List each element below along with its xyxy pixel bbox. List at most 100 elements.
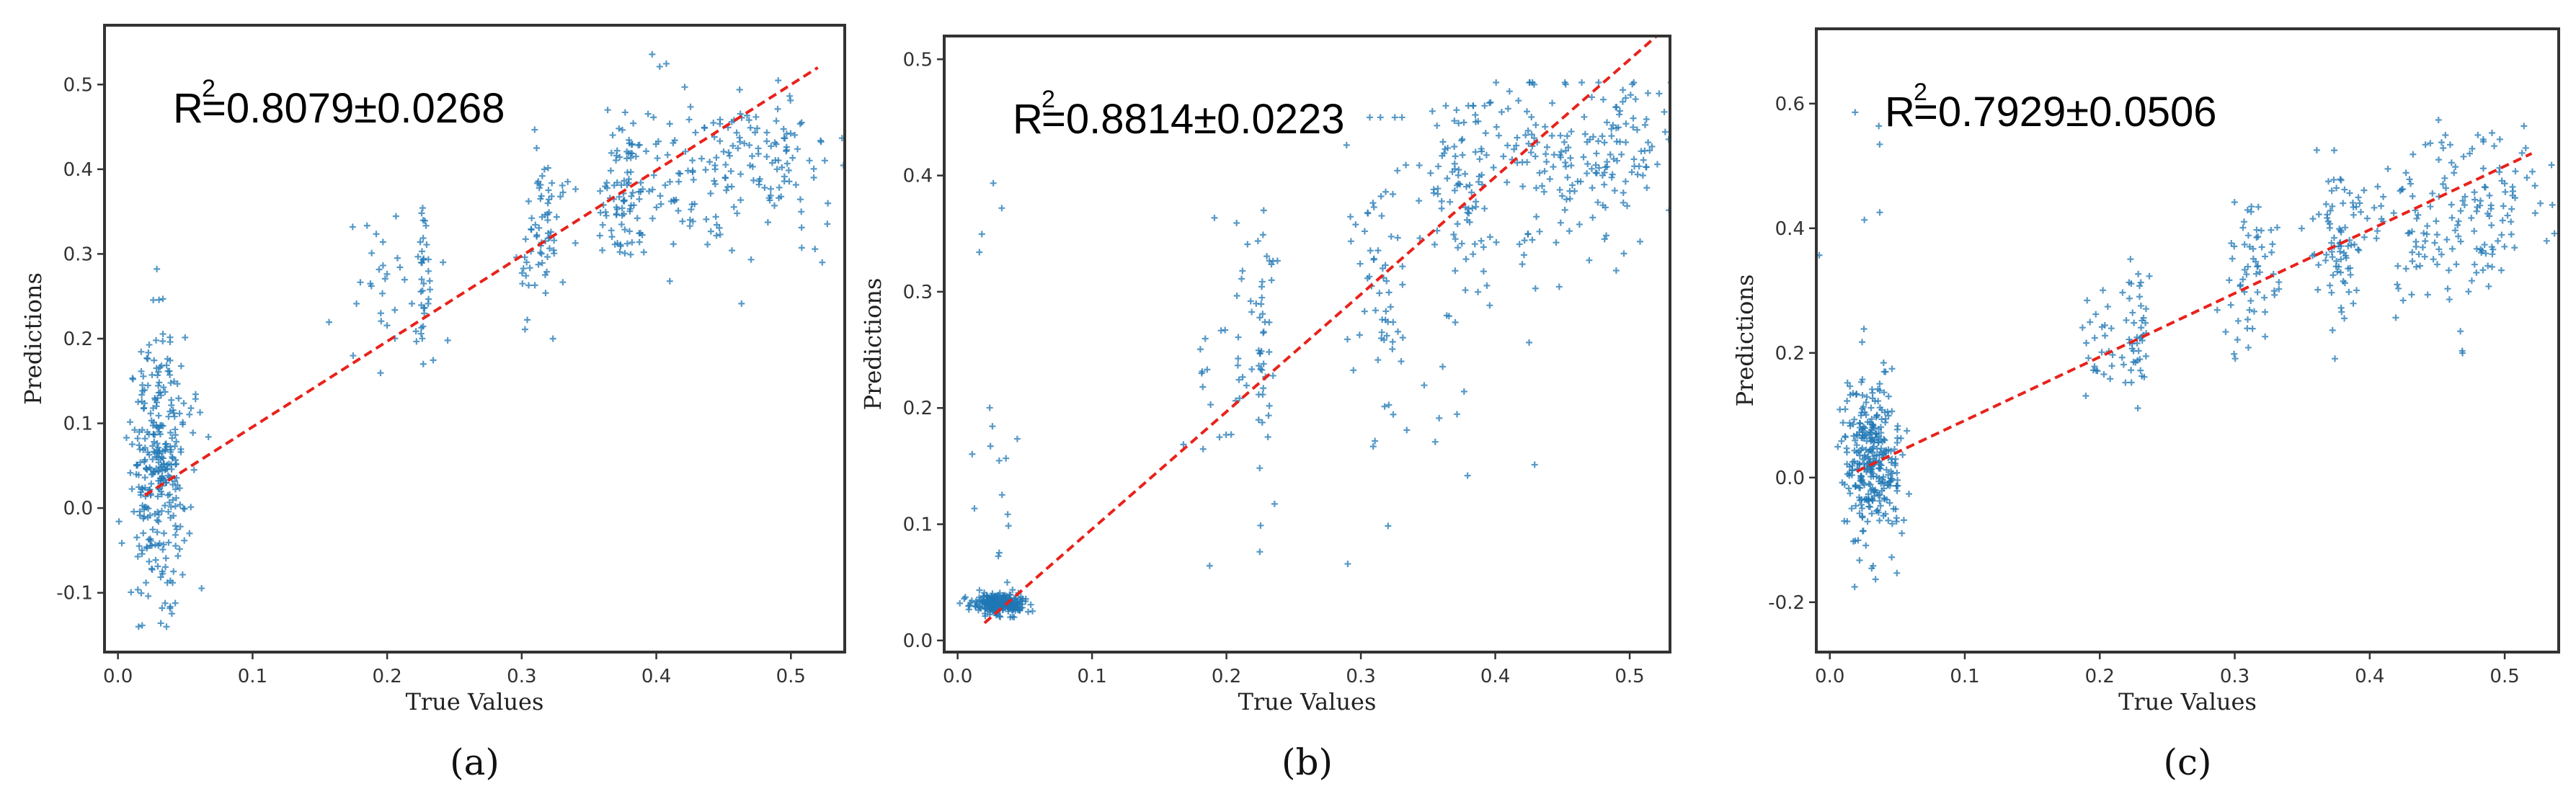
scatter-point xyxy=(666,120,673,128)
scatter-point xyxy=(1364,275,1371,282)
scatter-point xyxy=(1566,195,1573,202)
scatter-point xyxy=(629,238,636,246)
scatter-point xyxy=(798,208,805,215)
scatter-point xyxy=(420,280,427,287)
scatter-point xyxy=(159,331,166,338)
scatter-point xyxy=(146,558,153,565)
scatter-point xyxy=(1888,520,1896,527)
scatter-point xyxy=(1269,372,1276,379)
scatter-point xyxy=(1860,460,1867,467)
scatter-point xyxy=(1588,94,1595,101)
scatter-point xyxy=(621,177,628,184)
scatter-point xyxy=(1450,231,1457,238)
scatter-point xyxy=(1268,277,1275,284)
scatter-point xyxy=(1633,126,1640,133)
scatter-point xyxy=(1430,190,1437,197)
scatter-point xyxy=(128,486,136,493)
scatter-point xyxy=(1630,124,1637,131)
scatter-point xyxy=(158,453,165,460)
scatter-point xyxy=(690,176,697,183)
scatter-point xyxy=(2142,306,2149,313)
scatter-point xyxy=(667,197,675,205)
scatter-point xyxy=(2448,214,2456,221)
scatter-point xyxy=(544,164,551,171)
scatter-point xyxy=(768,143,775,150)
scatter-point xyxy=(796,196,804,203)
scatter-point xyxy=(1436,414,1443,422)
y-tick-label: 0.1 xyxy=(63,414,93,435)
scatter-point xyxy=(1376,290,1383,297)
scatter-point xyxy=(1480,268,1487,275)
scatter-point xyxy=(2422,141,2429,148)
y-tick-label: 0.1 xyxy=(903,514,933,536)
scatter-point xyxy=(618,205,626,212)
scatter-point xyxy=(2408,228,2415,235)
scatter-point xyxy=(1235,334,1242,341)
scatter-point xyxy=(1451,143,1458,151)
scatter-point xyxy=(413,338,420,345)
scatter-point xyxy=(1519,183,1527,190)
scatter-point xyxy=(778,193,785,200)
scatter-point xyxy=(1877,502,1884,509)
scatter-point xyxy=(1390,411,1397,418)
scatter-point xyxy=(1620,190,1627,197)
scatter-point xyxy=(1864,453,1871,460)
scatter-point xyxy=(523,272,530,280)
scatter-point xyxy=(159,448,166,455)
scatter-point xyxy=(1616,138,1623,146)
scatter-point xyxy=(2268,226,2275,233)
scatter-point xyxy=(159,473,166,481)
scatter-point xyxy=(2269,241,2276,248)
scatter-point xyxy=(1540,188,1547,195)
scatter-point xyxy=(2228,240,2235,247)
scatter-point xyxy=(2457,238,2464,245)
scatter-point xyxy=(1483,282,1491,289)
scatter-point xyxy=(1257,522,1264,529)
scatter-point xyxy=(747,161,754,169)
scatter-point xyxy=(774,105,781,112)
scatter-point xyxy=(781,135,788,142)
scatter-point xyxy=(545,187,552,194)
scatter-point xyxy=(2328,289,2335,296)
scatter-point xyxy=(2325,178,2332,185)
scatter-point xyxy=(2487,202,2495,209)
scatter-point xyxy=(1533,213,1540,220)
scatter-point xyxy=(1644,89,1651,97)
scatter-point xyxy=(1893,439,1901,446)
scatter-point xyxy=(1483,151,1490,159)
scatter-point xyxy=(156,296,163,303)
scatter-point xyxy=(738,300,745,307)
x-tick-label: 0.0 xyxy=(103,666,133,687)
scatter-point xyxy=(1685,99,1692,106)
scatter-point xyxy=(2446,296,2453,303)
scatter-point xyxy=(1630,79,1638,86)
scatter-point xyxy=(2342,252,2349,259)
scatter-point xyxy=(2132,359,2139,366)
scatter-point xyxy=(419,335,426,342)
scatter-point xyxy=(1434,190,1442,197)
scatter-point xyxy=(2491,143,2498,150)
scatter-point xyxy=(2118,354,2126,361)
scatter-point xyxy=(1624,202,1631,210)
scatter-point xyxy=(1389,338,1396,345)
scatter-point xyxy=(151,438,158,445)
scatter-point xyxy=(716,224,723,231)
scatter-point xyxy=(728,118,735,125)
scatter-point xyxy=(1532,285,1539,292)
scatter-point xyxy=(628,192,635,200)
scatter-point xyxy=(151,449,159,456)
scatter-point xyxy=(1853,391,1860,398)
scatter-point xyxy=(172,456,179,463)
x-axis-title: True Values xyxy=(2118,688,2257,715)
scatter-point xyxy=(140,446,147,453)
scatter-point xyxy=(1383,277,1390,285)
scatter-point xyxy=(2142,352,2149,360)
scatter-point xyxy=(2309,252,2316,259)
scatter-point xyxy=(1643,115,1650,122)
scatter-point xyxy=(2407,180,2415,187)
plot-frame xyxy=(1815,27,2560,654)
scatter-point xyxy=(635,141,642,148)
scatter-point xyxy=(174,380,181,388)
scatter-point xyxy=(1863,430,1870,437)
r2-annotation-value: =0.8814±0.0223 xyxy=(1041,96,1345,143)
